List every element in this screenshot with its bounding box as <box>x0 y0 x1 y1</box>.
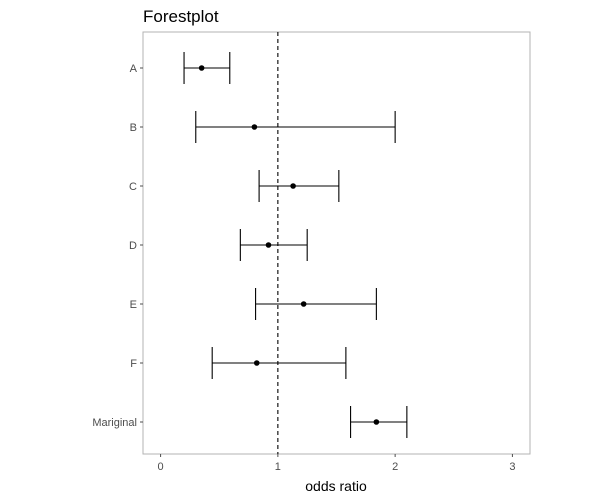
y-tick-label: B <box>130 122 137 134</box>
y-tick-label: A <box>130 63 138 75</box>
x-tick-label: 1 <box>275 461 281 473</box>
x-tick-label: 0 <box>158 461 164 473</box>
x-axis-title: odds ratio <box>305 478 367 494</box>
rows-layer: A B C D E F Mariginal <box>92 32 408 454</box>
chart-title: Forestplot <box>143 7 219 26</box>
y-tick-label: Mariginal <box>92 417 137 429</box>
y-tick-label: F <box>130 358 137 370</box>
x-axis: 0 1 2 3 <box>158 454 515 473</box>
point-estimate <box>373 419 380 425</box>
forest-row: F <box>130 347 347 379</box>
point-estimate <box>253 360 260 366</box>
plot-panel <box>142 31 531 455</box>
point-estimate <box>290 183 296 189</box>
y-tick-label: E <box>130 299 137 311</box>
point-estimate <box>198 65 205 71</box>
point-estimate <box>251 124 258 130</box>
x-tick-label: 2 <box>392 461 398 473</box>
forest-row: D <box>129 229 308 261</box>
x-tick-label: 3 <box>509 461 515 473</box>
point-estimate <box>300 301 307 307</box>
forest-row: B <box>130 111 396 143</box>
forest-row: E <box>130 288 377 320</box>
forest-row: A <box>130 52 231 84</box>
forest-row: C <box>129 170 340 202</box>
point-estimate <box>265 242 272 248</box>
y-tick-label: D <box>129 240 137 252</box>
y-tick-label: C <box>129 181 137 193</box>
forest-row: Mariginal <box>92 406 408 438</box>
